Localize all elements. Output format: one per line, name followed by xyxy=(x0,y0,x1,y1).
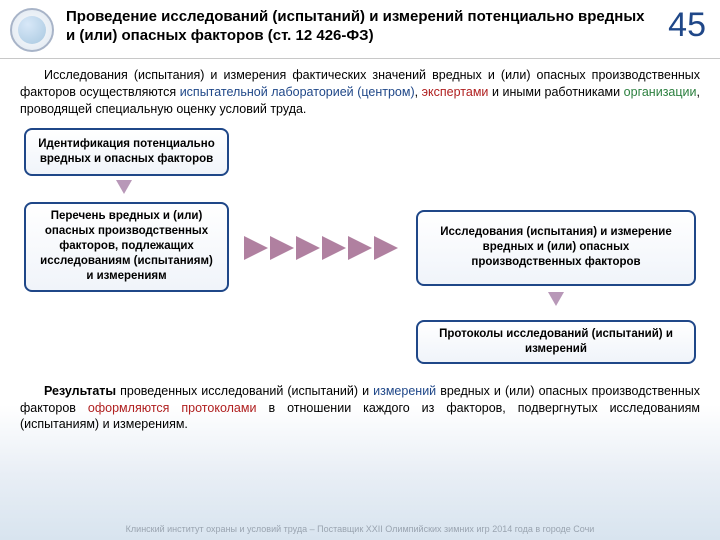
chevron-icon xyxy=(374,236,398,260)
chevron-icon xyxy=(322,236,346,260)
result-paragraph: Результаты проведенных исследований (исп… xyxy=(0,383,720,434)
page-number: 45 xyxy=(668,8,706,42)
intro-blue: испытательной лабораторией (центром) xyxy=(180,85,415,99)
arrow-down-icon xyxy=(548,292,564,306)
logo-emblem xyxy=(10,8,54,52)
globe-icon xyxy=(18,16,46,44)
result-red: оформляются протоколами xyxy=(88,401,257,415)
intro-sep: , xyxy=(415,85,422,99)
result-t1: проведенных исследований (испытаний) и xyxy=(116,384,373,398)
box-research: Исследования (испытания) и измерение вре… xyxy=(416,210,696,286)
chevron-icon xyxy=(296,236,320,260)
box-protocols: Протоколы исследований (испытаний) и изм… xyxy=(416,320,696,364)
intro-lead: Исследования (испытания) и измерения xyxy=(44,68,286,82)
result-blue: измерений xyxy=(373,384,436,398)
chevron-icon xyxy=(244,236,268,260)
arrow-down-icon xyxy=(116,180,132,194)
intro-green: организации xyxy=(624,85,697,99)
flow-diagram: Идентификация потенциально вредных и опа… xyxy=(20,128,700,383)
chevron-right-arrow xyxy=(244,236,400,260)
slide-title: Проведение исследований (испытаний) и из… xyxy=(66,8,650,46)
box-list: Перечень вредных и (или) опасных произво… xyxy=(24,202,229,292)
intro-paragraph: Исследования (испытания) и измерения фак… xyxy=(20,67,700,118)
slide-header: Проведение исследований (испытаний) и из… xyxy=(0,0,720,59)
intro-red: экспертами xyxy=(422,85,489,99)
chevron-icon xyxy=(348,236,372,260)
box-identification: Идентификация потенциально вредных и опа… xyxy=(24,128,229,176)
intro-t2: и иными работниками xyxy=(488,85,623,99)
chevron-icon xyxy=(270,236,294,260)
content-area: Исследования (испытания) и измерения фак… xyxy=(0,59,720,383)
footer-text: Клинский институт охраны и условий труда… xyxy=(0,524,720,534)
result-lead: Результаты xyxy=(44,384,116,398)
